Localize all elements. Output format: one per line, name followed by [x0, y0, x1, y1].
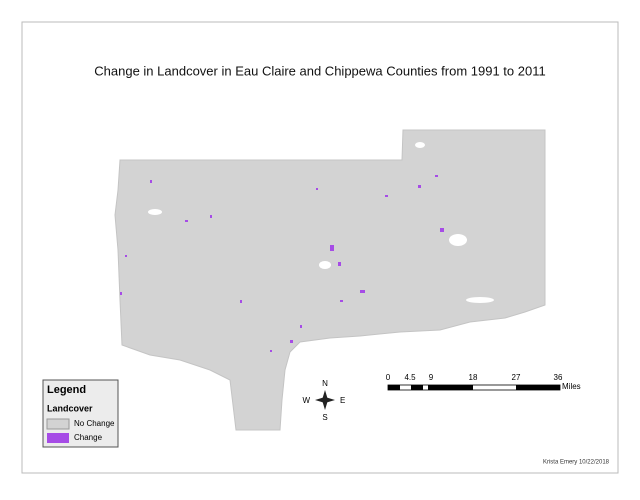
scale-unit: Miles: [562, 382, 581, 391]
county-map: [114, 129, 546, 431]
compass: N E S W: [302, 379, 345, 422]
scale-segment: [428, 385, 473, 390]
legend-label: Change: [74, 433, 103, 442]
scale-label: 36: [554, 373, 563, 382]
legend: Legend Landcover No Change Change: [42, 379, 119, 448]
compass-label: E: [340, 396, 345, 405]
change-pixels: [120, 175, 444, 352]
scale-label: 9: [429, 373, 434, 382]
scale-segment: [516, 385, 560, 390]
scale-bar: 0 4.5 9 18 27 36 Miles: [386, 373, 581, 391]
compass-star: [315, 397, 335, 403]
scale-label: 4.5: [404, 373, 416, 382]
water: [148, 142, 494, 303]
scale-label: 27: [512, 373, 521, 382]
compass-label: S: [322, 413, 327, 422]
scale-label: 0: [386, 373, 391, 382]
map-title: Change in Landcover in Eau Claire and Ch…: [94, 63, 545, 78]
compass-label: N: [322, 379, 328, 388]
legend-subtitle: Landcover: [47, 403, 93, 413]
counties: [114, 129, 546, 431]
compass-label: W: [302, 396, 310, 405]
scale-segment: [388, 385, 400, 390]
credit: Krista Emery 10/22/2018: [543, 460, 610, 466]
legend-title: Legend: [47, 384, 86, 396]
scale-segment: [411, 385, 423, 390]
scale-label: 18: [469, 373, 478, 382]
legend-swatch: [46, 418, 70, 430]
legend-label: No Change: [74, 419, 115, 428]
legend-swatch: [47, 433, 69, 443]
